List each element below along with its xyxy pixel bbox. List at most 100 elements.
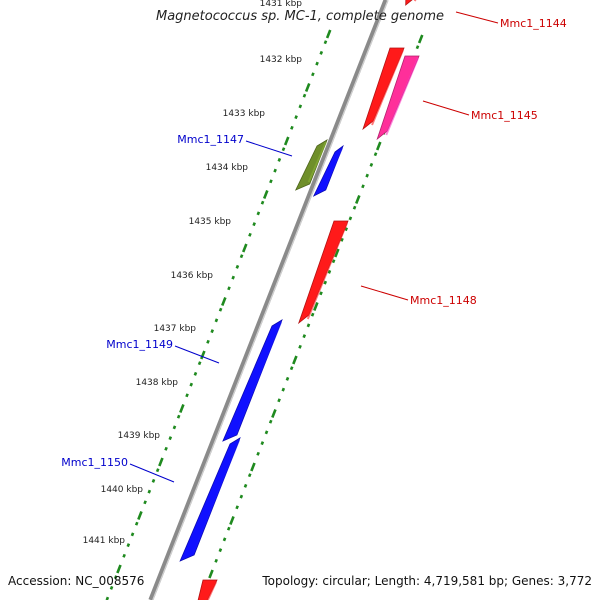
genome-backbone [148, 0, 389, 600]
ruler-tick [242, 243, 248, 253]
ruler-tick-outer [310, 312, 315, 317]
ruler-tick [218, 307, 223, 312]
ruler-label: 1437 kbp [154, 324, 197, 334]
ruler-tick [122, 553, 126, 558]
ruler-tick [302, 93, 307, 98]
ruler-tick-outer [319, 291, 323, 296]
gene-leader-Mmc1_1144 [455, 11, 499, 24]
ruler-label: 1440 kbp [101, 485, 144, 495]
ruler-tick-outer [239, 494, 244, 499]
ruler-tick [231, 275, 235, 280]
gene-label-Mmc1_1148: Mmc1_1148 [410, 294, 477, 307]
gene-arrow-Mmc1_1148-highlight [306, 222, 348, 320]
ruler-tick-outer [229, 516, 235, 525]
genome-summary-text: Topology: circular; Length: 4,719,581 bp… [262, 574, 592, 588]
ruler-tick [260, 200, 265, 205]
gene-label-Mmc1_1145: Mmc1_1145 [471, 109, 538, 122]
ruler-tick-outer [306, 323, 311, 328]
ruler-tick-outer [218, 548, 223, 553]
ruler-tick-outer [361, 184, 365, 189]
ruler-tick [252, 222, 256, 227]
ruler-tick-outer [334, 248, 340, 258]
ruler-tick [315, 61, 319, 66]
ruler-tick [200, 350, 206, 360]
ruler-tick-outer [289, 366, 294, 371]
gene-arrow-Mmc1_1145-highlight [385, 57, 419, 136]
ruler-tick [176, 414, 181, 419]
gene-arrow-Mmc1_1150-highlight [192, 439, 240, 554]
ruler-tick [277, 157, 282, 162]
gene-arrow-Mmc1_1147 [294, 139, 328, 191]
gene-label-Mmc1_1149: Mmc1_1149 [106, 338, 173, 351]
ruler-tick [311, 72, 315, 77]
ruler-tick [185, 393, 189, 398]
ruler-tick-outer [298, 344, 302, 349]
gene-label-Mmc1_1150: Mmc1_1150 [61, 456, 128, 469]
gene-arrow-Mmc1_1144-highlight [413, 0, 417, 2]
ruler-tick [323, 40, 328, 45]
ruler-tick [109, 585, 114, 590]
ruler-tick [298, 104, 303, 109]
ruler-label: 1436 kbp [171, 271, 214, 281]
ruler-label: 1439 kbp [118, 431, 161, 441]
ruler-tick-outer [260, 441, 265, 446]
gene-leader-Mmc1_1145 [422, 100, 470, 116]
ruler-label: 1433 kbp [223, 109, 266, 119]
ruler-tick-outer [302, 334, 307, 339]
ruler-tick-outer [331, 259, 336, 264]
gene-leader-Mmc1_1148 [360, 285, 409, 301]
gene-label-Mmc1_1144: Mmc1_1144 [500, 17, 567, 30]
genome-title: Magnetococcus sp. MC-1, complete genome [155, 9, 445, 24]
gene-leader-Mmc1_1149 [174, 345, 220, 364]
ruler-tick-outer [250, 462, 256, 472]
gene-layer [179, 0, 420, 600]
ruler-tick-outer [226, 526, 231, 531]
ruler-tick [126, 543, 131, 548]
ruler-tick-outer [365, 173, 369, 178]
ruler-tick [206, 339, 210, 344]
ruler-tick-outer [208, 569, 214, 579]
ruler-tick [164, 446, 168, 451]
ruler-tick [210, 329, 215, 334]
gene-arrow-Mmc1_1145-neighbor-highlight [371, 49, 404, 126]
ruler-tick [147, 489, 152, 494]
ruler-tick [325, 29, 332, 39]
ruler-tick [227, 286, 231, 291]
backbone-layer [148, 0, 389, 600]
ruler-tick [290, 125, 294, 130]
ruler-tick [273, 168, 277, 173]
ruler-tick [256, 211, 261, 216]
ruler-tick [283, 136, 290, 146]
ruler-tick [172, 425, 177, 430]
ruler-tick-outer [247, 473, 252, 478]
ruler-tick-outer [292, 355, 298, 365]
ruler-tick [168, 436, 173, 441]
ruler-tick-outer [256, 451, 260, 456]
ruler-tick-outer [417, 34, 424, 44]
label-layer: 1431 kbp 1432 kbp 1433 kbp 1434 kbp 1435 kbp… [61, 0, 567, 546]
gene-label-Mmc1_1147: Mmc1_1147 [177, 133, 244, 146]
ruler-tick-outer [285, 376, 290, 381]
genome-backbone-highlight [152, 0, 389, 600]
ruler-tick-outer [375, 141, 382, 151]
ruler-label: 1435 kbp [189, 217, 232, 227]
ruler-tick [130, 532, 135, 537]
ruler-tick [239, 254, 244, 259]
ruler-tick-outer [235, 505, 239, 510]
ruler-tick-outer [243, 483, 248, 488]
gene-arrow-Mmc1_1147-neighbor [312, 144, 344, 197]
ruler-tick [269, 179, 273, 184]
ruler-tick-outer [352, 205, 357, 210]
ruler-tick-outer [373, 152, 378, 157]
ruler-tick [155, 468, 160, 473]
ruler-tick-outer [340, 237, 344, 242]
ruler-tick [116, 564, 122, 574]
ruler-tick-outer [222, 537, 227, 542]
ruler-tick [214, 318, 219, 323]
ruler-tick-outer [327, 269, 332, 274]
ruler-tick-outer [355, 195, 361, 204]
ruler-tick [221, 297, 227, 306]
ruler-tick [143, 500, 147, 505]
ruler-tick-outer [214, 558, 218, 563]
